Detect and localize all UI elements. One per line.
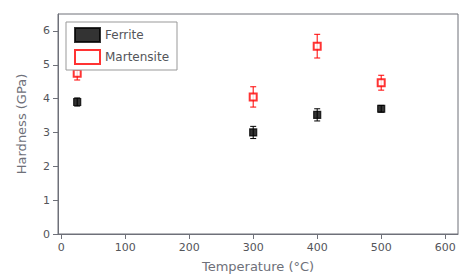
svg-text:200: 200 [179, 241, 200, 254]
svg-text:Temperature (°C): Temperature (°C) [201, 259, 314, 274]
svg-text:2: 2 [43, 160, 50, 173]
svg-text:600: 600 [435, 241, 456, 254]
svg-text:Martensite: Martensite [105, 50, 169, 64]
svg-text:5: 5 [43, 58, 50, 71]
svg-text:500: 500 [371, 241, 392, 254]
svg-text:300: 300 [243, 241, 264, 254]
svg-text:100: 100 [115, 241, 136, 254]
svg-text:4: 4 [43, 92, 50, 105]
svg-text:0: 0 [58, 241, 65, 254]
svg-text:400: 400 [307, 241, 328, 254]
svg-text:3: 3 [43, 126, 50, 139]
svg-text:Hardness (GPa): Hardness (GPa) [14, 74, 29, 174]
svg-text:1: 1 [43, 194, 50, 207]
svg-text:6: 6 [43, 24, 50, 37]
svg-text:0: 0 [43, 228, 50, 241]
svg-text:Ferrite: Ferrite [105, 28, 144, 42]
